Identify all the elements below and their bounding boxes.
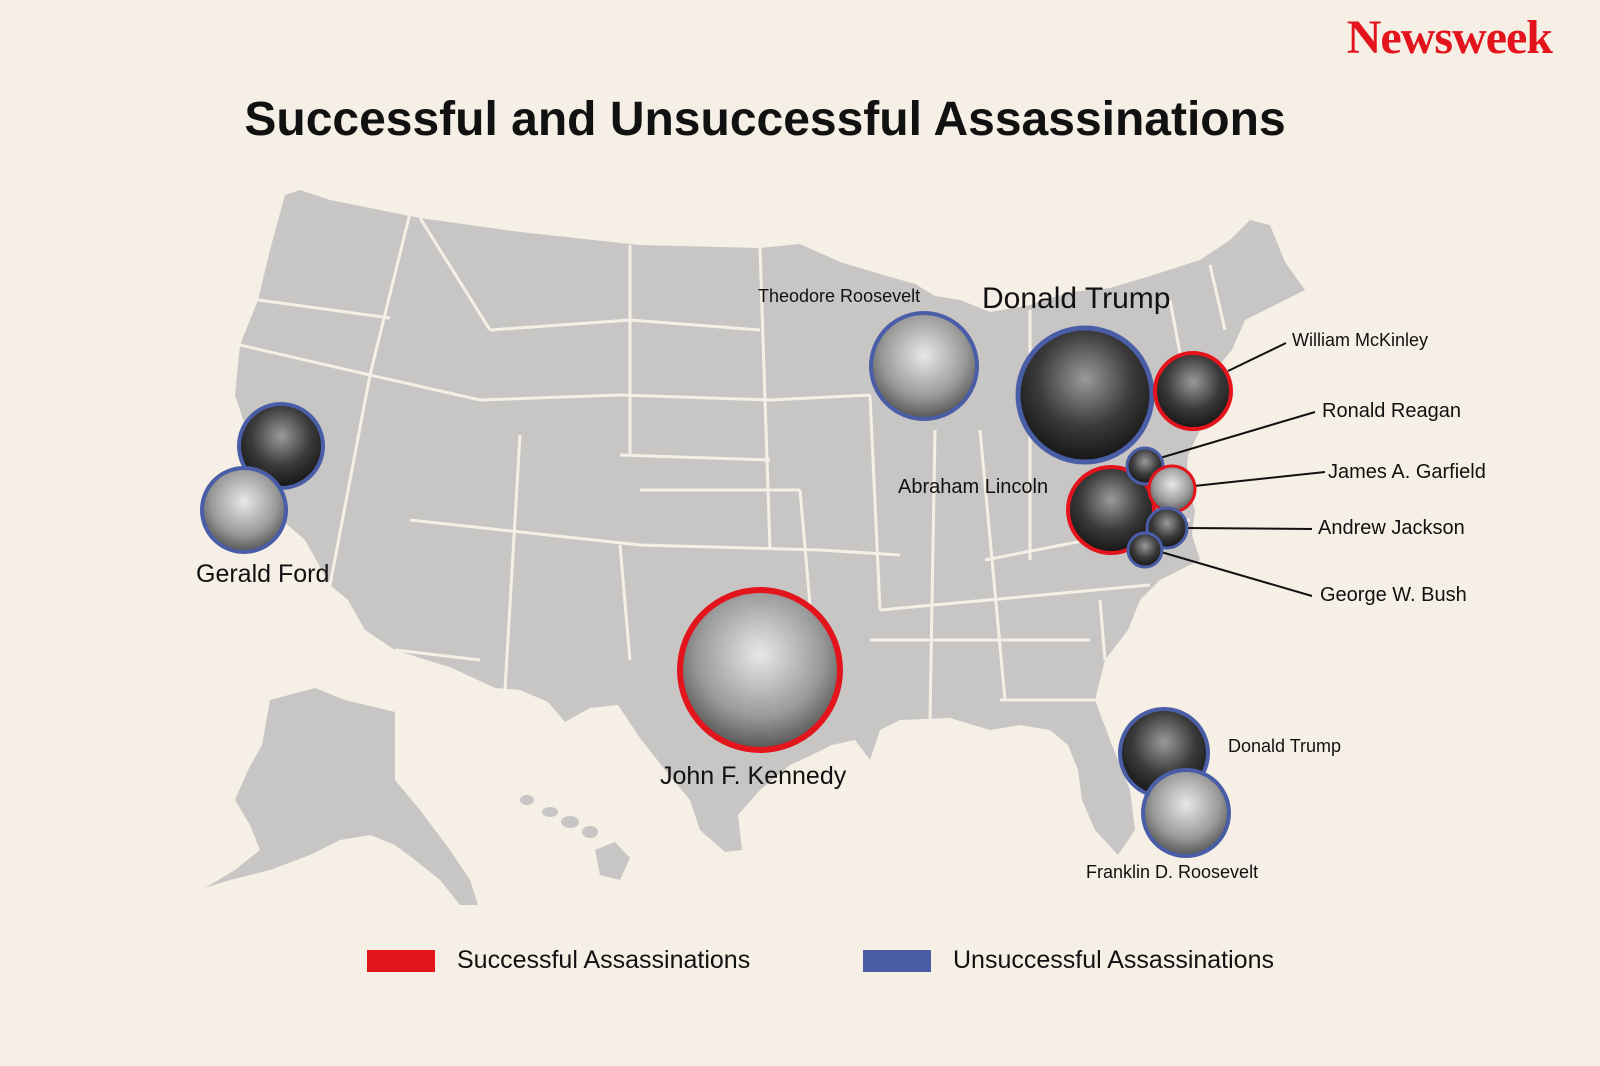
legend-swatch-unsuccessful <box>863 949 931 972</box>
marker-william-mckinley <box>1153 351 1233 431</box>
marker-james-garfield <box>1147 464 1197 514</box>
label-gerald-ford: Gerald Ford <box>196 560 330 588</box>
label-franklin-roosevelt: Franklin D. Roosevelt <box>1086 862 1259 882</box>
label-donald-trump-fl: Donald Trump <box>1228 736 1342 756</box>
label-george-bush: George W. Bush <box>1320 584 1467 606</box>
label-abraham-lincoln: Abraham Lincoln <box>898 476 1049 498</box>
marker-abraham-lincoln <box>1066 465 1156 555</box>
label-william-mckinley: William McKinley <box>1292 330 1429 350</box>
map-title: Successful and Unsuccessful Assassinatio… <box>244 93 1286 146</box>
label-donald-trump-pa: Donald Trump <box>982 282 1171 315</box>
marker-gerald-ford-2 <box>200 466 288 554</box>
legend-successful: Successful Assassinations <box>367 946 750 975</box>
marker-theodore-roosevelt <box>869 311 979 421</box>
label-james-garfield: James A. Garfield <box>1328 461 1486 483</box>
marker-john-kennedy <box>677 587 843 753</box>
connector-lines <box>1159 342 1326 597</box>
label-theodore-roosevelt: Theodore Roosevelt <box>758 286 921 306</box>
marker-donald-trump-pa <box>1015 325 1155 465</box>
label-andrew-jackson: Andrew Jackson <box>1318 517 1465 539</box>
legend-unsuccessful: Unsuccessful Assassinations <box>863 946 1274 975</box>
legend-label-unsuccessful: Unsuccessful Assassinations <box>953 946 1274 974</box>
marker-franklin-roosevelt <box>1141 768 1231 858</box>
hawaii-shape <box>520 795 630 880</box>
legend-swatch-successful <box>367 949 435 972</box>
label-john-kennedy: John F. Kennedy <box>660 762 847 790</box>
label-ronald-reagan: Ronald Reagan <box>1322 400 1461 422</box>
marker-george-bush <box>1126 531 1164 569</box>
legend-label-successful: Successful Assassinations <box>457 946 751 974</box>
alaska-shape <box>205 688 478 905</box>
newsweek-logo: Newsweek <box>1346 11 1553 64</box>
